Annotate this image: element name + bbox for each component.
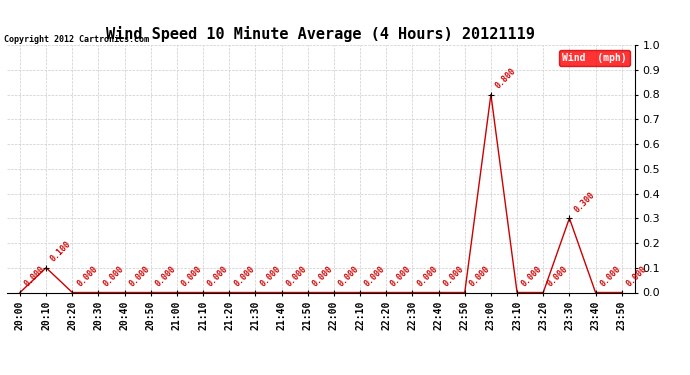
Text: 0.000: 0.000 bbox=[128, 264, 151, 288]
Text: 0.000: 0.000 bbox=[624, 264, 649, 288]
Text: 0.300: 0.300 bbox=[572, 190, 596, 214]
Text: 0.000: 0.000 bbox=[415, 264, 440, 288]
Text: 0.100: 0.100 bbox=[49, 240, 73, 264]
Text: 0.000: 0.000 bbox=[23, 264, 47, 288]
Text: 0.000: 0.000 bbox=[468, 264, 491, 288]
Text: 0.000: 0.000 bbox=[284, 264, 308, 288]
Text: 0.000: 0.000 bbox=[546, 264, 570, 288]
Text: 0.000: 0.000 bbox=[310, 264, 335, 288]
Text: 0.000: 0.000 bbox=[337, 264, 361, 288]
Text: 0.000: 0.000 bbox=[101, 264, 126, 288]
Text: Copyright 2012 Cartronics.com: Copyright 2012 Cartronics.com bbox=[3, 35, 149, 44]
Text: 0.000: 0.000 bbox=[520, 264, 544, 288]
Title: Wind Speed 10 Minute Average (4 Hours) 20121119: Wind Speed 10 Minute Average (4 Hours) 2… bbox=[106, 27, 535, 42]
Text: 0.000: 0.000 bbox=[232, 264, 256, 288]
Text: 0.000: 0.000 bbox=[442, 264, 465, 288]
Text: 0.000: 0.000 bbox=[598, 264, 622, 288]
Legend: Wind  (mph): Wind (mph) bbox=[560, 50, 630, 66]
Text: 0.000: 0.000 bbox=[154, 264, 177, 288]
Text: 0.000: 0.000 bbox=[389, 264, 413, 288]
Text: 0.000: 0.000 bbox=[179, 264, 204, 288]
Text: 0.800: 0.800 bbox=[493, 66, 518, 90]
Text: 0.000: 0.000 bbox=[75, 264, 99, 288]
Text: 0.000: 0.000 bbox=[258, 264, 282, 288]
Text: 0.000: 0.000 bbox=[363, 264, 387, 288]
Text: 0.000: 0.000 bbox=[206, 264, 230, 288]
